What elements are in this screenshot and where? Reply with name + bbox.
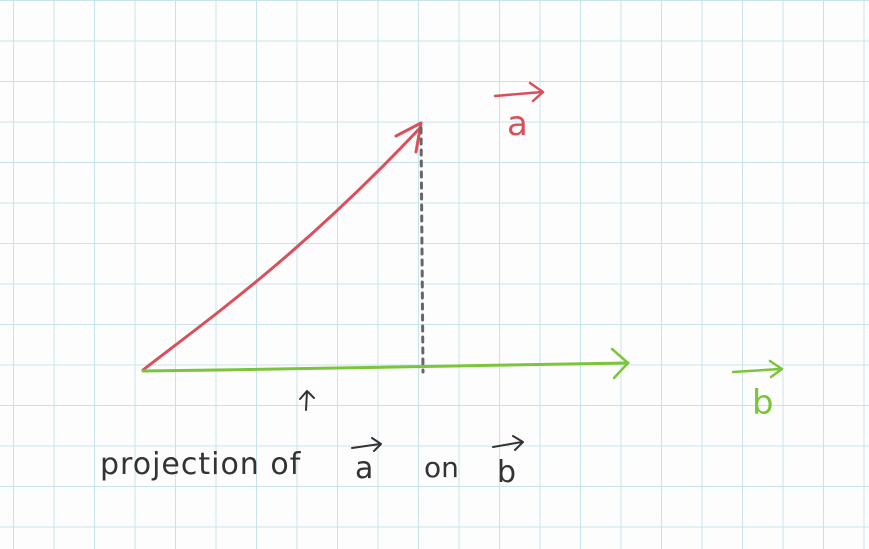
caption-prefix: projection of — [100, 447, 302, 482]
vector-b-shaft — [141, 361, 630, 373]
vector-a-arrowhead — [394, 121, 423, 154]
vector-b-arrowhead — [610, 347, 630, 380]
caption-connector: on — [424, 451, 459, 484]
vector-b-label-arrow — [731, 359, 784, 379]
projection-perpendicular-line — [419, 126, 425, 374]
caption-vector-a: a — [355, 451, 373, 486]
vector-a-label-text: a — [507, 104, 528, 144]
vector-a-label-arrow — [493, 81, 545, 103]
vector-a-label: a — [493, 81, 545, 144]
vector-a-shaft — [141, 126, 422, 372]
vector-b-label-text: b — [752, 383, 774, 423]
caption-vector-b-arrow — [492, 435, 524, 451]
caption: projection of a on b — [100, 435, 524, 490]
vector-b-label: b — [731, 359, 784, 423]
vector-a — [141, 121, 423, 372]
projection-pointer-arrow — [299, 390, 315, 411]
caption-vector-b: b — [497, 455, 516, 490]
caption-vector-a-arrow — [351, 437, 382, 452]
vector-b — [141, 347, 630, 380]
